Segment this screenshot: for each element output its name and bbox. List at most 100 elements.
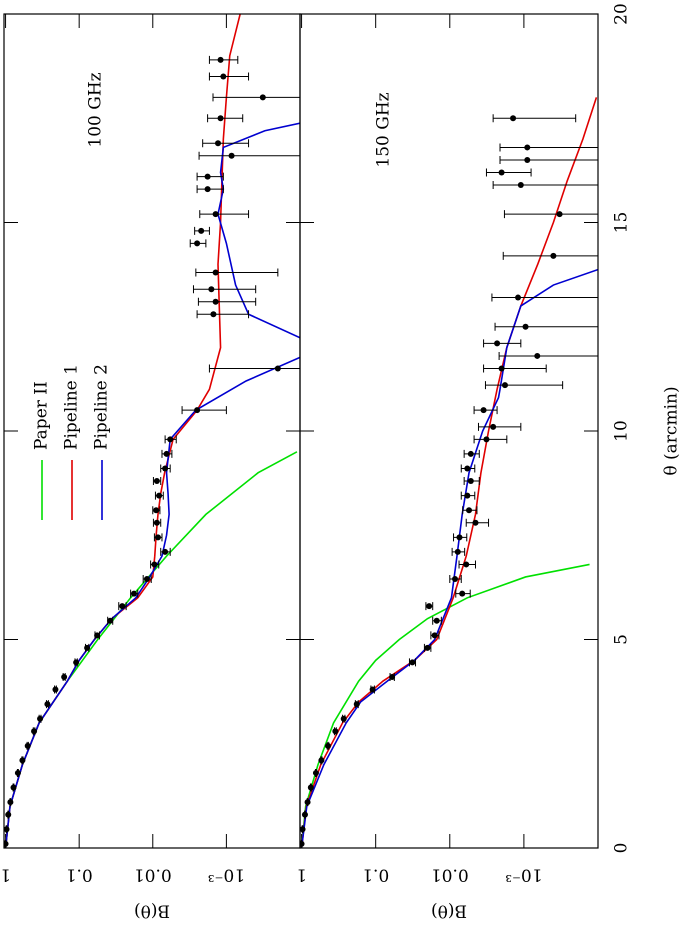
data-point <box>452 576 459 583</box>
data-point <box>522 323 529 330</box>
data-point <box>210 311 217 318</box>
x-tick-label: 20 <box>612 3 632 25</box>
error-bar <box>485 168 532 177</box>
error-bar <box>207 114 244 123</box>
data-point <box>215 140 222 147</box>
y-axis-label: B(θ) <box>134 901 170 921</box>
plot-area <box>4 14 300 848</box>
error-bar <box>498 351 598 360</box>
series-line <box>300 97 598 848</box>
data-point <box>156 492 163 499</box>
error-bar <box>212 93 300 102</box>
x-tick-label: 5 <box>612 634 632 645</box>
data-point <box>431 632 438 639</box>
series-line <box>4 451 298 848</box>
error-bar <box>195 268 279 277</box>
data-point <box>498 169 505 176</box>
data-point <box>433 617 440 624</box>
data-point <box>204 186 211 193</box>
y-tick-label: 0.01 <box>134 865 172 885</box>
series-line <box>4 121 300 848</box>
error-bar <box>483 339 522 348</box>
error-bar <box>181 406 227 415</box>
error-bar <box>208 55 239 64</box>
data-point <box>162 548 169 555</box>
data-point <box>454 548 461 555</box>
y-tick-label: 0.1 <box>362 865 389 885</box>
data-point <box>153 519 160 526</box>
error-bar <box>192 285 257 294</box>
data-point <box>467 450 474 457</box>
data-point <box>194 240 201 247</box>
data-point <box>94 632 101 639</box>
y-tick-label: 10⁻³ <box>208 865 245 885</box>
data-point <box>228 152 235 159</box>
error-bar <box>483 364 547 373</box>
data-point <box>84 644 91 651</box>
data-point <box>153 478 160 485</box>
data-point <box>4 826 10 833</box>
data-point <box>466 507 473 514</box>
data-point <box>524 144 531 151</box>
data-point <box>44 701 51 708</box>
error-bar <box>208 72 250 81</box>
data-point <box>340 715 347 722</box>
data-point <box>217 56 224 63</box>
data-point <box>259 94 266 101</box>
data-point <box>318 757 325 764</box>
data-point <box>212 269 219 276</box>
y-axis-label: B(θ) <box>431 901 467 921</box>
data-point <box>14 769 21 776</box>
y-tick-label: 0.01 <box>431 865 469 885</box>
data-point <box>143 576 150 583</box>
data-point <box>463 561 470 568</box>
data-point <box>517 181 524 188</box>
error-bar <box>499 155 598 164</box>
data-point <box>24 742 31 749</box>
error-bar <box>197 297 257 306</box>
error-bar <box>202 139 250 148</box>
data-point <box>31 728 38 735</box>
data-point <box>467 478 474 485</box>
data-point <box>208 286 215 293</box>
data-point <box>163 450 170 457</box>
data-point <box>19 757 26 764</box>
data-point <box>534 352 541 359</box>
data-point <box>10 784 17 791</box>
error-bar <box>477 422 522 431</box>
data-point <box>274 365 281 372</box>
data-point <box>7 799 14 806</box>
data-point <box>212 211 219 218</box>
data-point <box>307 784 314 791</box>
data-point <box>198 227 205 234</box>
error-bar <box>499 143 598 152</box>
data-point <box>556 211 563 218</box>
data-point <box>212 298 219 305</box>
error-bar <box>491 293 598 302</box>
data-point <box>498 365 505 372</box>
x-tick-label: 10 <box>612 420 632 442</box>
data-point <box>204 173 211 180</box>
data-point <box>5 811 12 818</box>
data-point <box>153 507 160 514</box>
y-tick-label: 10⁻³ <box>505 865 542 885</box>
data-point <box>456 534 463 541</box>
x-tick-label: 0 <box>612 843 632 854</box>
legend-label: Pipeline 1 <box>62 364 82 450</box>
data-point <box>472 519 479 526</box>
data-point <box>494 340 501 347</box>
y-tick-label: 1 <box>0 865 11 885</box>
panel-frame <box>299 13 599 849</box>
data-point <box>301 811 308 818</box>
data-point <box>353 701 360 708</box>
data-point <box>501 382 508 389</box>
data-point <box>369 686 376 693</box>
series-line <box>300 267 598 848</box>
error-bar <box>198 151 300 160</box>
data-point <box>52 686 59 693</box>
data-point <box>480 407 487 414</box>
data-point <box>312 769 319 776</box>
data-point <box>409 659 416 666</box>
plot-area <box>300 97 598 848</box>
